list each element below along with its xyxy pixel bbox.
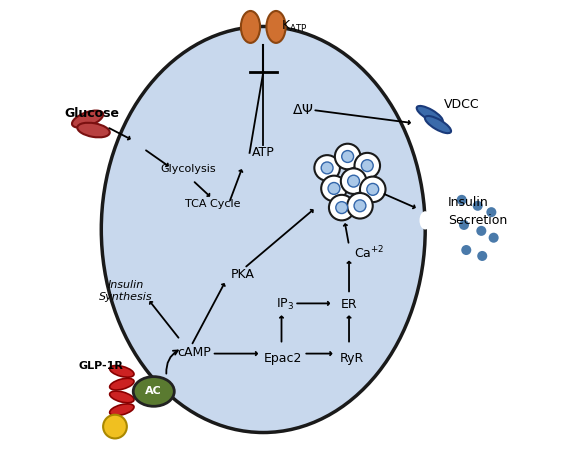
Circle shape (476, 226, 486, 236)
Ellipse shape (425, 116, 451, 133)
Circle shape (367, 184, 379, 195)
Text: ATP: ATP (252, 146, 275, 159)
Ellipse shape (101, 27, 425, 432)
Circle shape (335, 144, 360, 169)
Circle shape (354, 200, 366, 212)
Text: cAMP: cAMP (177, 346, 211, 359)
Ellipse shape (419, 211, 431, 230)
Text: Epac2: Epac2 (264, 352, 302, 364)
Circle shape (321, 176, 347, 201)
Text: ER: ER (341, 298, 358, 311)
Ellipse shape (133, 377, 175, 406)
Text: GLP-1R: GLP-1R (78, 361, 123, 371)
Text: PKA: PKA (230, 268, 254, 281)
Ellipse shape (77, 123, 110, 137)
Ellipse shape (110, 404, 134, 415)
Ellipse shape (72, 111, 103, 128)
Text: Insulin: Insulin (108, 280, 144, 290)
Text: IP$_3$: IP$_3$ (276, 297, 294, 312)
Text: K$_{\mathrm{ATP}}$: K$_{\mathrm{ATP}}$ (280, 19, 307, 34)
Ellipse shape (241, 11, 260, 43)
Text: Insulin: Insulin (448, 196, 489, 209)
Circle shape (486, 207, 497, 217)
Circle shape (461, 245, 471, 255)
Circle shape (321, 162, 333, 174)
Ellipse shape (110, 378, 134, 390)
Circle shape (103, 415, 127, 438)
Text: Secretion: Secretion (448, 214, 507, 227)
Text: Ca$^{+2}$: Ca$^{+2}$ (355, 245, 385, 262)
Text: $\Delta\Psi$: $\Delta\Psi$ (292, 102, 313, 117)
Circle shape (336, 202, 347, 213)
Circle shape (355, 153, 380, 179)
Text: AC: AC (145, 386, 162, 397)
Ellipse shape (110, 365, 134, 377)
Text: Synthesis: Synthesis (99, 292, 152, 302)
Text: RyR: RyR (340, 352, 364, 364)
Circle shape (477, 251, 487, 261)
Circle shape (361, 160, 373, 172)
Circle shape (360, 177, 386, 202)
Circle shape (329, 195, 355, 220)
Circle shape (473, 201, 482, 211)
Circle shape (489, 233, 499, 243)
Ellipse shape (110, 391, 134, 403)
Ellipse shape (266, 11, 285, 43)
Circle shape (328, 183, 340, 194)
Circle shape (347, 175, 360, 187)
Text: VDCC: VDCC (444, 98, 479, 111)
Circle shape (459, 220, 469, 230)
Circle shape (314, 155, 340, 181)
Circle shape (347, 193, 373, 218)
Circle shape (341, 168, 367, 194)
Ellipse shape (417, 106, 443, 123)
Text: Glucose: Glucose (65, 106, 120, 120)
Text: TCA Cycle: TCA Cycle (185, 199, 240, 209)
Circle shape (342, 151, 354, 162)
Circle shape (457, 195, 467, 205)
Text: Glycolysis: Glycolysis (160, 164, 216, 174)
